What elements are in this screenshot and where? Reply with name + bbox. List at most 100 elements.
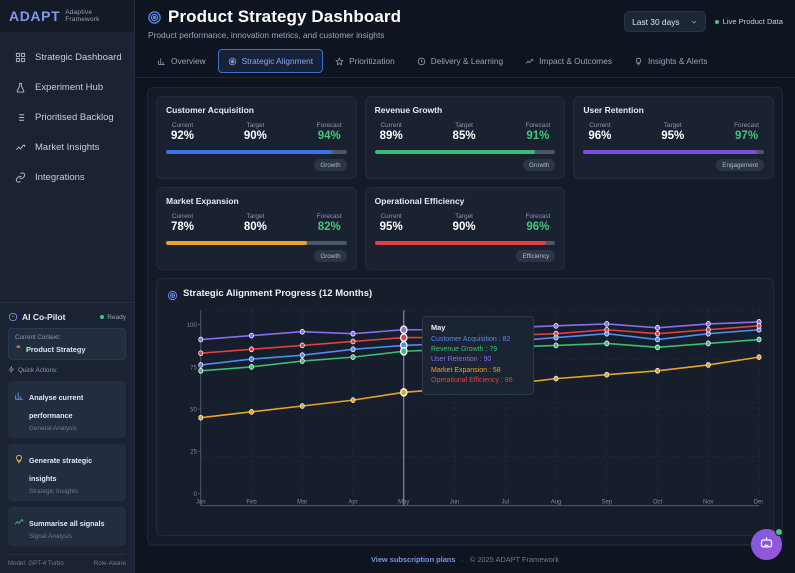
copilot-status-label: Ready (107, 313, 126, 321)
progress-bar (583, 150, 764, 154)
sidebar-item-integrations[interactable]: Integrations (0, 162, 134, 192)
progress-bar-fill (166, 150, 333, 154)
quick-action-analyse-performance[interactable]: Analyse current performance General Anal… (8, 381, 126, 438)
svg-text:100: 100 (187, 323, 198, 329)
svg-text:Jul: Jul (501, 499, 509, 505)
svg-text:Oct: Oct (653, 499, 663, 505)
chart-header: Strategic Alignment Progress (12 Months) (167, 288, 763, 301)
current-context-value: Product Strategy (26, 344, 86, 354)
card-stats: Current 95% Target 90% Forecast 96% (375, 213, 556, 233)
svg-text:May: May (398, 499, 409, 505)
progress-bar-fill (374, 150, 536, 154)
stat-value: 92% (171, 130, 195, 142)
tab-delivery-learning[interactable]: Delivery & Learning (407, 49, 513, 73)
lightbulb-icon (14, 451, 24, 464)
stat-value: 96% (588, 130, 612, 142)
trend-up-icon (525, 57, 534, 66)
tab-label: Strategic Alignment (241, 56, 314, 66)
status-badge: Growth (523, 159, 556, 171)
stat-label: Current (380, 213, 402, 220)
stat-value: 85% (452, 130, 476, 142)
tab-overview[interactable]: Overview (147, 49, 216, 73)
metric-card-operational-efficiency[interactable]: Operational Efficiency Current 95% Targe… (364, 187, 566, 270)
tooltip-row: Market Expansion : 58 (431, 366, 501, 374)
tab-insights-alerts[interactable]: Insights & Alerts (624, 49, 718, 73)
quick-action-subtitle: Signal Analysis (29, 533, 72, 540)
card-title: Market Expansion (166, 196, 239, 206)
stat-target: Target 85% (453, 122, 476, 142)
tooltip-row: Operational Efficiency : 86 (431, 376, 513, 384)
line-chart-labels: 0 25 50 75 100 Jan Feb Mar Apr May Jun Jul Aug Sep Oct… (187, 323, 763, 505)
subscription-plans-link[interactable]: View subscription plans (370, 555, 456, 564)
current-context-box: Current Context: Product Strategy (8, 328, 126, 360)
ai-assistant-fab[interactable] (751, 528, 783, 560)
card-badge-row: Growth (166, 250, 347, 262)
chart-panel: Strategic Alignment Progress (12 Months)… (156, 278, 774, 536)
card-title: Customer Acquisition (166, 105, 254, 115)
tab-strategic-alignment[interactable]: Strategic Alignment (217, 49, 324, 73)
page-subtitle: Product performance, innovation metrics,… (148, 30, 385, 40)
metric-card-market-expansion[interactable]: Market Expansion Current 78% Target 80% … (156, 187, 357, 270)
stat-label: Current (171, 213, 194, 220)
chart-title: Strategic Alignment Progress (12 Months) (183, 288, 373, 299)
stat-value: 90% (243, 130, 267, 142)
stat-label: Current (171, 122, 194, 129)
top-bar: Product Strategy Dashboard Product perfo… (135, 0, 795, 40)
date-range-select[interactable]: Last 30 days (624, 11, 706, 32)
sidebar-item-market-insights[interactable]: Market Insights (0, 132, 134, 162)
stat-current: Current 78% (171, 213, 194, 233)
card-badge-row: Efficiency (375, 250, 556, 262)
progress-bar (374, 241, 556, 245)
metric-card-customer-acquisition[interactable]: Customer Acquisition Current 92% Target … (156, 96, 357, 179)
progress-bar (166, 150, 347, 154)
sidebar-item-strategic-dashboard[interactable]: Strategic Dashboard (0, 42, 134, 72)
quick-actions-label: Quick Actions: (18, 367, 58, 374)
quick-action-generate-insights[interactable]: Generate strategic insights Strategic In… (8, 444, 126, 501)
sidebar-item-prioritised-backlog[interactable]: Prioritised Backlog (0, 102, 134, 132)
tab-bar: Overview Strategic Alignment Prioritizat… (135, 49, 795, 78)
card-title: User Retention (583, 105, 644, 115)
card-stats: Current 89% Target 85% Forecast 91% (375, 122, 556, 142)
live-data-status: Live Product Data (714, 17, 783, 26)
tab-prioritization[interactable]: Prioritization (325, 49, 405, 73)
tab-impact-outcomes[interactable]: Impact & Outcomes (515, 49, 622, 73)
stat-current: Current 92% (171, 122, 194, 142)
status-badge: Growth (314, 159, 347, 171)
chart-tooltip: May Customer Acquisition : 82 Revenue Gro… (422, 316, 534, 395)
page-title-text: Product Strategy Dashboard (168, 7, 402, 26)
current-context-value-row: Product Strategy (15, 344, 119, 354)
quick-action-subtitle: General Analysis (29, 425, 77, 432)
stat-value: 82% (317, 221, 341, 233)
brand[interactable]: ADAPT Adaptive Framework (0, 0, 134, 32)
quick-action-summarise-signals[interactable]: Summarise all signals Signal Analysis (8, 507, 126, 546)
svg-text:75: 75 (190, 365, 197, 371)
tab-label: Insights & Alerts (647, 56, 708, 66)
progress-bar-fill (374, 241, 547, 245)
copilot-status: Ready (100, 314, 126, 321)
progress-bar (374, 150, 556, 154)
robot-icon (759, 535, 774, 555)
stat-target: Target 90% (244, 122, 267, 142)
target-icon (147, 10, 162, 25)
stat-forecast: Forecast 82% (317, 213, 342, 233)
footer-separator: · (461, 555, 464, 564)
ai-copilot-panel: AI Co-Pilot Ready Current Context: Produ… (0, 302, 134, 573)
quick-action-title: Analyse current performance (29, 393, 84, 420)
stat-label: Forecast (525, 213, 551, 220)
sparkle-icon (8, 312, 18, 322)
stat-value: 95% (661, 130, 685, 142)
sidebar-item-label: Experiment Hub (35, 81, 104, 93)
chart-plot-area[interactable]: 0 25 50 75 100 Jan Feb Mar Apr May Jun Jul Aug Sep Oct… (167, 301, 763, 531)
grid-icon (14, 51, 26, 63)
metric-card-user-retention[interactable]: User Retention Current 96% Target 95% Fo… (573, 96, 774, 179)
stat-value: 89% (379, 130, 403, 142)
stat-label: Target (455, 122, 473, 129)
stat-value: 80% (243, 221, 267, 233)
status-badge: Growth (314, 250, 347, 262)
sidebar-item-experiment-hub[interactable]: Experiment Hub (0, 72, 134, 102)
trend-up-icon (14, 141, 26, 153)
progress-bar-fill (166, 241, 307, 245)
metric-card-revenue-growth[interactable]: Revenue Growth Current 89% Target 85% Fo… (364, 96, 566, 179)
svg-text:Jan: Jan (196, 499, 206, 505)
status-dot-icon (714, 19, 719, 24)
